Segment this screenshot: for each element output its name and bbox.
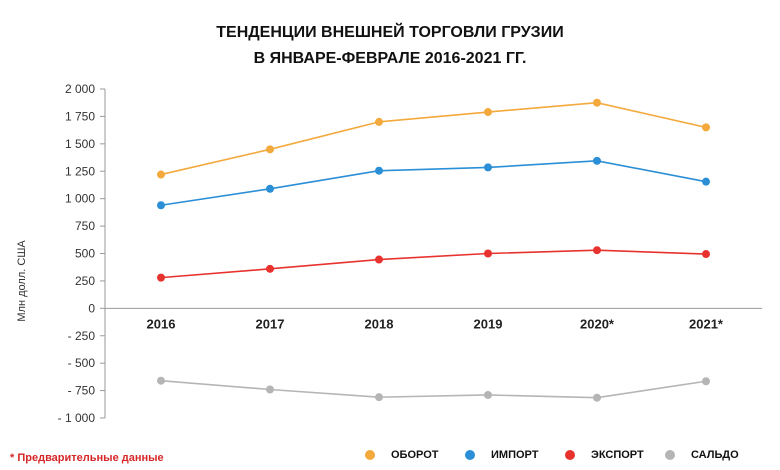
- legend-label: САЛЬДО: [691, 449, 739, 461]
- data-point: [266, 145, 274, 154]
- x-tick-label: 2017: [256, 316, 285, 331]
- data-point: [375, 117, 383, 126]
- data-point: [375, 393, 383, 402]
- series-line: [160, 101, 707, 176]
- preliminary-data-note: * Предварительные данные: [10, 452, 164, 464]
- data-point: [157, 376, 165, 385]
- y-tick-label: 1 750: [65, 109, 95, 123]
- y-tick-label: 0: [88, 301, 95, 315]
- y-tick-label: 1 500: [65, 137, 95, 151]
- data-point: [157, 201, 165, 210]
- chart-title: ТЕНДЕНЦИИ ВНЕШНЕЙ ТОРГОВЛИ ГРУЗИИ В ЯНВА…: [0, 20, 780, 72]
- series-line: [160, 249, 707, 279]
- series-line: [160, 379, 707, 399]
- x-tick-label: 2018: [365, 316, 394, 331]
- legend-item: ЭКСПОРТ: [565, 449, 665, 461]
- y-tick-label: 500: [75, 247, 95, 261]
- data-point: [593, 98, 601, 107]
- data-point: [157, 170, 165, 179]
- y-tick-label: - 1 000: [58, 411, 96, 425]
- x-tick-label: 2016: [147, 316, 176, 331]
- data-point: [593, 246, 601, 255]
- data-point: [484, 249, 492, 258]
- legend-marker: [365, 450, 375, 460]
- legend-item: ОБОРОТ: [365, 449, 465, 461]
- data-point: [484, 390, 492, 399]
- legend-item: САЛЬДО: [665, 449, 765, 461]
- x-tick-label: 2019: [474, 316, 503, 331]
- y-axis-title: Млн долл. США: [16, 240, 28, 322]
- data-point: [702, 377, 710, 386]
- data-point: [702, 123, 710, 132]
- y-tick-label: - 500: [68, 356, 96, 370]
- legend-label: ОБОРОТ: [391, 449, 439, 461]
- data-point: [266, 385, 274, 394]
- data-point: [593, 393, 601, 402]
- data-point: [266, 264, 274, 273]
- title-line-1: ТЕНДЕНЦИИ ВНЕШНЕЙ ТОРГОВЛИ ГРУЗИИ: [216, 24, 564, 41]
- x-tick-label: 2021*: [689, 316, 724, 331]
- line-chart: 2 000 1 750 1 500 1 250 1 000 750 500 250 0 - 250…: [16, 82, 762, 425]
- data-point: [157, 273, 165, 282]
- data-point: [266, 184, 274, 193]
- data-point: [484, 163, 492, 172]
- legend-marker: [665, 450, 675, 460]
- legend-label: ЭКСПОРТ: [591, 449, 644, 461]
- y-tick-label: - 250: [68, 329, 96, 343]
- data-point: [702, 250, 710, 259]
- legend: ОБОРОТ ИМПОРТ ЭКСПОРТ САЛЬДО: [365, 449, 765, 461]
- legend-marker: [465, 450, 475, 460]
- legend-item: ИМПОРТ: [465, 449, 565, 461]
- data-point: [375, 255, 383, 264]
- data-point: [375, 166, 383, 175]
- y-tick-label: - 750: [68, 384, 96, 398]
- legend-marker: [565, 450, 575, 460]
- data-point: [593, 156, 601, 165]
- data-point: [484, 108, 492, 117]
- legend-label: ИМПОРТ: [491, 449, 539, 461]
- y-tick-label: 1 250: [65, 164, 95, 178]
- data-point: [702, 177, 710, 186]
- y-tick-label: 2 000: [65, 82, 95, 96]
- y-tick-label: 750: [75, 219, 95, 233]
- y-tick-label: 250: [75, 274, 95, 288]
- series-line: [160, 160, 707, 207]
- x-tick-label: 2020*: [580, 316, 615, 331]
- title-line-2: В ЯНВАРЕ-ФЕВРАЛЕ 2016-2021 ГГ.: [253, 50, 527, 67]
- y-tick-label: 1 000: [65, 192, 95, 206]
